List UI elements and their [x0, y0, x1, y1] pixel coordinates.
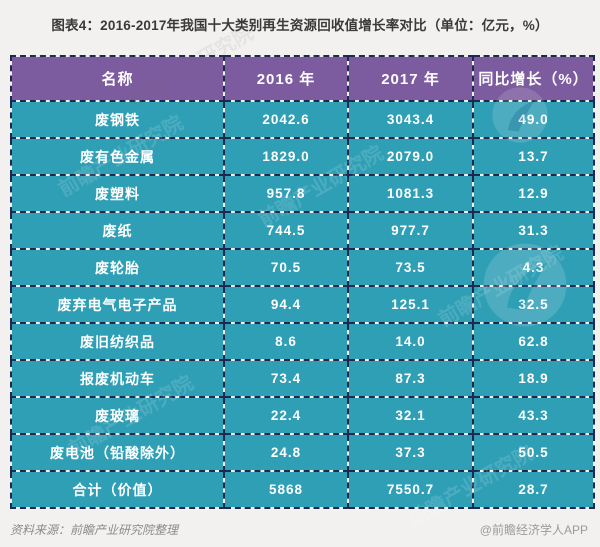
table-row: 废轮胎 70.5 73.5 4.3 [10, 248, 595, 287]
row-y2017-cell: 7550.7 [347, 470, 474, 509]
row-name-cell: 报废机动车 [10, 359, 225, 398]
row-y2017-cell: 73.5 [347, 248, 474, 287]
row-name-cell: 废弃电气电子产品 [10, 285, 225, 324]
row-y2016-cell: 22.4 [223, 396, 349, 435]
row-growth-cell: 50.5 [472, 433, 595, 472]
row-name-cell: 废玻璃 [10, 396, 225, 435]
table-row: 废弃电气电子产品 94.4 125.1 32.5 [10, 285, 595, 324]
row-growth-cell: 49.0 [472, 100, 595, 139]
row-y2016-cell: 5868 [223, 470, 349, 509]
row-y2016-cell: 94.4 [223, 285, 349, 324]
row-y2016-cell: 1829.0 [223, 137, 349, 176]
row-y2017-cell: 14.0 [347, 322, 474, 361]
row-name-cell: 废旧纺织品 [10, 322, 225, 361]
row-y2016-cell: 8.6 [223, 322, 349, 361]
row-y2016-cell: 957.8 [223, 174, 349, 213]
header-2017: 2017 年 [347, 55, 474, 102]
row-name-cell: 废有色金属 [10, 137, 225, 176]
table-row: 废旧纺织品 8.6 14.0 62.8 [10, 322, 595, 361]
row-growth-cell: 62.8 [472, 322, 595, 361]
page-title: 图表4：2016-2017年我国十大类别再生资源回收值增长率对比（单位：亿元，%… [51, 18, 549, 33]
row-y2017-cell: 3043.4 [347, 100, 474, 139]
row-growth-cell: 32.5 [472, 285, 595, 324]
row-name-cell: 废轮胎 [10, 248, 225, 287]
row-y2017-cell: 2079.0 [347, 137, 474, 176]
row-y2017-cell: 32.1 [347, 396, 474, 435]
row-name-cell: 废钢铁 [10, 100, 225, 139]
header-2016: 2016 年 [223, 55, 349, 102]
row-growth-cell: 13.7 [472, 137, 595, 176]
row-y2016-cell: 24.8 [223, 433, 349, 472]
row-growth-cell: 43.3 [472, 396, 595, 435]
table-row: 废塑料 957.8 1081.3 12.9 [10, 174, 595, 213]
table-body: 废钢铁 2042.6 3043.4 49.0 废有色金属 1829.0 2079.0 13.7… [10, 100, 595, 509]
table-row: 合计（价值） 5868 7550.7 28.7 [10, 470, 595, 509]
row-y2017-cell: 37.3 [347, 433, 474, 472]
row-name-cell: 合计（价值） [10, 470, 225, 509]
row-y2016-cell: 73.4 [223, 359, 349, 398]
table-row: 废电池（铅酸除外） 24.8 37.3 50.5 [10, 433, 595, 472]
row-growth-cell: 28.7 [472, 470, 595, 509]
table-header: 名称 2016 年 2017 年 同比增长（%） [10, 55, 595, 102]
table-row: 废有色金属 1829.0 2079.0 13.7 [10, 137, 595, 176]
table-row: 废钢铁 2042.6 3043.4 49.0 [10, 100, 595, 139]
row-y2016-cell: 70.5 [223, 248, 349, 287]
table-row: 废纸 744.5 977.7 31.3 [10, 211, 595, 250]
row-growth-cell: 31.3 [472, 211, 595, 250]
row-name-cell: 废纸 [10, 211, 225, 250]
row-y2016-cell: 2042.6 [223, 100, 349, 139]
row-y2016-cell: 744.5 [223, 211, 349, 250]
table-row: 报废机动车 73.4 87.3 18.9 [10, 359, 595, 398]
row-growth-cell: 12.9 [472, 174, 595, 213]
row-growth-cell: 18.9 [472, 359, 595, 398]
header-name: 名称 [10, 55, 225, 102]
table-row: 废玻璃 22.4 32.1 43.3 [10, 396, 595, 435]
source-note: 资料来源：前瞻产业研究院整理 [10, 523, 179, 537]
row-y2017-cell: 125.1 [347, 285, 474, 324]
recycling-data-table: 名称 2016 年 2017 年 同比增长（%） 废钢铁 2042.6 3043.4… [10, 55, 595, 509]
row-y2017-cell: 977.7 [347, 211, 474, 250]
row-growth-cell: 4.3 [472, 248, 595, 287]
row-y2017-cell: 87.3 [347, 359, 474, 398]
row-y2017-cell: 1081.3 [347, 174, 474, 213]
row-name-cell: 废电池（铅酸除外） [10, 433, 225, 472]
table-header-row: 名称 2016 年 2017 年 同比增长（%） [10, 55, 595, 102]
header-growth: 同比增长（%） [472, 55, 595, 102]
brand-note: @前瞻经济学人APP [479, 523, 588, 537]
row-name-cell: 废塑料 [10, 174, 225, 213]
